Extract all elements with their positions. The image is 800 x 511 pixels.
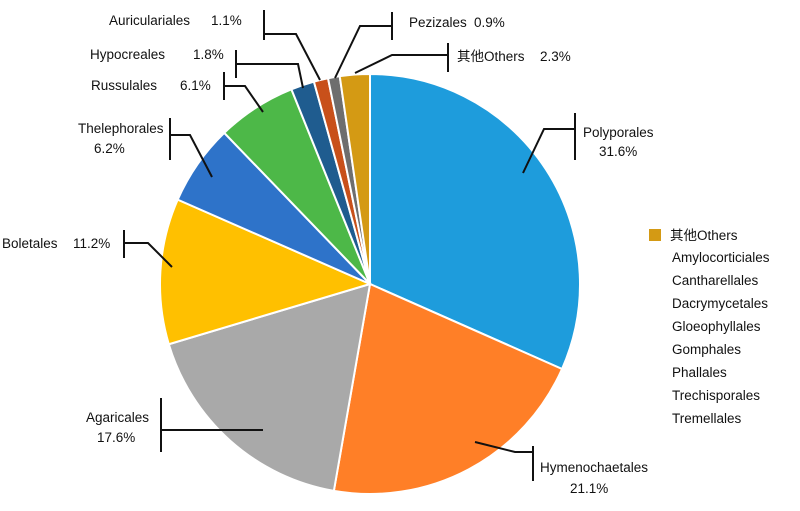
pie-slices (159, 72, 581, 495)
legend-item: Gloeophyllales (672, 319, 761, 334)
label-others-value: 2.3% (540, 49, 571, 64)
legend-item: Trechisporales (672, 388, 760, 403)
slice-boletales (159, 198, 373, 346)
leader-russulales (223, 72, 264, 113)
legend-item: Dacrymycetales (672, 296, 768, 311)
legend-swatch (649, 229, 661, 241)
label-polyporales-name: Polyporales (583, 125, 654, 140)
label-polyporales-value: 31.6% (599, 144, 637, 159)
leader-polyporales (522, 113, 576, 174)
legend-item: Amylocorticiales (672, 250, 770, 265)
leader-auriculariales (263, 10, 321, 81)
label-hymenochaetales-name: Hymenochaetales (540, 460, 648, 475)
leader-hypocreales (235, 50, 304, 89)
slice-hymenochaetales (332, 282, 564, 495)
slice-others (338, 72, 371, 285)
leader-boletales (123, 230, 173, 268)
label-boletales-name: Boletales (2, 236, 58, 251)
leader-pezizales (334, 12, 393, 79)
legend-item: Cantharellales (672, 273, 759, 288)
label-thelephorales-value: 6.2% (94, 141, 125, 156)
leader-thelephorales (169, 118, 213, 178)
slice-labels: Polyporales 31.6% Hymenochaetales 21.1% … (2, 13, 654, 496)
leader-agaricales (160, 398, 263, 452)
slice-polyporales (369, 72, 581, 371)
label-agaricales-name: Agaricales (86, 410, 149, 425)
label-russulales-value: 6.1% (180, 78, 211, 93)
label-boletales-value: 11.2% (73, 236, 110, 251)
label-russulales-name: Russulales (91, 78, 157, 93)
leader-lines (123, 10, 576, 481)
legend-title: 其他Others (670, 228, 738, 243)
label-pezizales-name: Pezizales (409, 15, 467, 30)
leader-hymenochaetales (474, 441, 534, 481)
label-pezizales-value: 0.9% (474, 15, 505, 30)
legend: 其他Others Amylocorticiales Cantharellales… (649, 228, 770, 426)
label-others-name: 其他Others (457, 49, 525, 64)
legend-item: Tremellales (672, 411, 742, 426)
label-hypocreales-name: Hypocreales (90, 47, 165, 62)
legend-item: Gomphales (672, 342, 741, 357)
label-hymenochaetales-value: 21.1% (570, 481, 608, 496)
slice-agaricales (167, 282, 372, 493)
label-auriculariales-value: 1.1% (211, 13, 242, 28)
label-hypocreales-value: 1.8% (193, 47, 224, 62)
leader-others (354, 43, 449, 74)
label-agaricales-value: 17.6% (97, 430, 135, 445)
label-thelephorales-name: Thelephorales (78, 121, 164, 136)
label-auriculariales-name: Auriculariales (109, 13, 190, 28)
legend-item: Phallales (672, 365, 727, 380)
